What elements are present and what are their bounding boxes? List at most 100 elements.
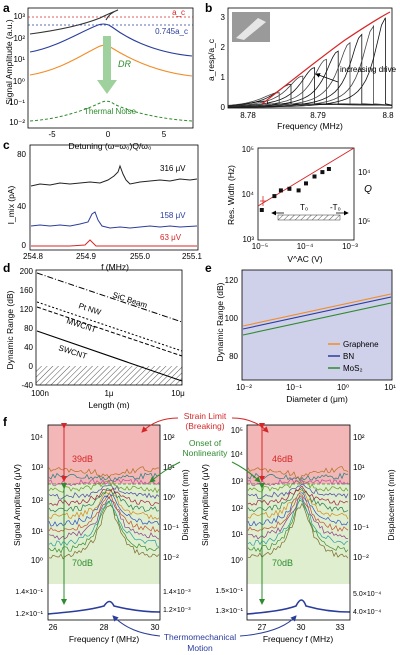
hatch-region [36, 366, 182, 385]
panel-e-legend: Graphene BN MoS₂ [328, 340, 379, 373]
onset-arrow-right [231, 461, 261, 483]
ytick: 1.3×10⁻¹ [215, 608, 243, 615]
panel-d-yticks: 200 160 120 80 40 0 -40 [20, 267, 34, 390]
xtick: 8.79 [310, 111, 326, 120]
f-left-xlabel: Frequency f (MHz) [69, 634, 140, 644]
panel-c-left: c I_mix (pA) 80 40 0 316 μV 158 μV 63 μV… [3, 138, 203, 272]
ytick: -40 [21, 381, 33, 390]
panel-b-ylabel: a_resp/a_c [206, 38, 216, 81]
xtick: 10⁻² [236, 383, 252, 392]
panel-b-label: b [205, 1, 212, 15]
ytick: 200 [20, 267, 34, 276]
legend-bn: BN [343, 352, 354, 361]
panel-f-right: Signal Amplitude (μV) 10⁵ 10⁴ 10³ 10² 10… [200, 423, 396, 644]
response-curve [228, 41, 393, 108]
ytick: 10⁻² [9, 118, 25, 127]
xtick: 0 [106, 130, 111, 139]
xtick: 254.8 [23, 252, 44, 261]
f-left-70db: 70dB [72, 558, 93, 568]
ytick: 100 [225, 314, 239, 323]
data-point [304, 181, 308, 186]
onset-arrow-left [149, 461, 181, 483]
panel-b-yticks: 0 1 2 3 [221, 13, 226, 112]
strain-limit-label: Strain Limit [184, 411, 227, 421]
ytick: 2 [221, 43, 226, 52]
f-right-frame [246, 424, 351, 621]
panel-c2-ylabel: Res. Width (Hz) [226, 165, 236, 225]
y2tick: 10⁻¹ [353, 523, 369, 532]
spectrum-trace [48, 472, 160, 482]
panel-f: f Signal Amplitude (μV) 10⁴ 10³ 10² 10¹ … [3, 411, 396, 653]
xtick: 255.1 [182, 252, 203, 261]
f-left-frame [47, 424, 161, 621]
f-right-xticks: 27 30 33 [258, 623, 345, 632]
onset-label-2: Nonlinearity [183, 448, 229, 458]
panel-e-xlabel: Diameter d (μm) [286, 394, 348, 404]
ytick: 1.2×10⁻¹ [15, 611, 43, 618]
sic-label: SiC Beam [111, 290, 148, 310]
data-point [326, 167, 331, 171]
ytick: 10¹ [231, 530, 243, 539]
panel-a-frame [27, 7, 194, 129]
f-left-nonlinear-band [48, 484, 160, 584]
ytick: 10⁴ [242, 190, 255, 199]
data-point [278, 188, 283, 193]
panel-b-frame [227, 7, 393, 109]
thermo-arrow-right [239, 615, 297, 637]
panel-a-label: a [3, 1, 10, 15]
xtick: 33 [336, 623, 345, 632]
spectrum-trace [48, 504, 160, 560]
ytick: 1.4×10⁻¹ [15, 589, 43, 596]
legend-graphene: Graphene [343, 340, 379, 349]
ytick: 0 [29, 362, 34, 371]
trace-63-label: 63 μV [160, 233, 182, 242]
panel-d-xticks: 100n 1μ 10μ [31, 389, 185, 398]
response-curve [227, 67, 393, 107]
neg-t0-label: -T₀ [330, 203, 341, 212]
panel-c-ylabel: I_mix (pA) [6, 185, 16, 224]
legend-mos2: MoS₂ [343, 364, 363, 373]
xtick: 8.8 [382, 111, 394, 120]
ytick: 3 [221, 13, 226, 22]
mwcnt-label: MWCNT [65, 316, 97, 334]
ytick: 10⁻¹ [9, 98, 25, 107]
ytick: 10⁵ [231, 426, 243, 435]
xtick: 10⁻¹ [286, 383, 302, 392]
ytick: 40 [24, 343, 33, 352]
ytick: 0 [221, 103, 226, 112]
trace-63 [31, 239, 197, 247]
thermo-label-1: Thermomechanical [164, 632, 236, 642]
panel-a-xlabel: Detuning (ω−ω₀)Q/ω₀ [69, 141, 152, 151]
ytick: 10¹ [13, 55, 25, 64]
ac2-label: 0.745a_c [155, 27, 188, 36]
panel-e: e Dynamic Range (dB) 80 100 120 Graphene… [205, 261, 396, 404]
panel-c2-scatter [259, 167, 331, 212]
strain-arrow-left [141, 417, 179, 433]
f-left-curves [48, 466, 160, 560]
ytick: 10³ [231, 477, 243, 486]
f-right-70db: 70dB [272, 558, 293, 568]
y2tick: 10⁴ [358, 168, 371, 177]
f-right-thermal-trace [246, 599, 351, 615]
ytick: 120 [20, 305, 34, 314]
y2tick: 10² [353, 433, 365, 442]
xtick: 10⁻⁵ [252, 242, 268, 251]
data-point [312, 174, 317, 179]
mos2-line [242, 302, 392, 336]
f-right-xlabel: Frequency f (MHz) [263, 634, 334, 644]
spectrum-trace [48, 488, 160, 520]
ytick: 80 [17, 150, 26, 159]
ytick: 10¹ [31, 527, 43, 536]
ytick: 10⁵ [242, 145, 254, 154]
f-left-y2ticks: 10² 10¹ 10⁰ 10⁻¹ 10⁻² 1.4×10⁻³ 1.2×10⁻³ [163, 433, 191, 614]
y2tick: 10⁻² [353, 553, 369, 562]
xtick: 30 [151, 623, 160, 632]
panel-b-curves [227, 17, 393, 108]
t0-label: T₀ [300, 203, 308, 212]
panel-c2-yticks: 10⁵ 10⁴ 10³ [242, 145, 255, 244]
y2tick: 4.0×10⁻⁴ [353, 609, 381, 616]
panel-e-frame [241, 269, 393, 381]
pt-label: Pt NW [77, 301, 102, 317]
device-image-beam [236, 18, 266, 40]
y2tick: 1.4×10⁻³ [163, 589, 191, 596]
